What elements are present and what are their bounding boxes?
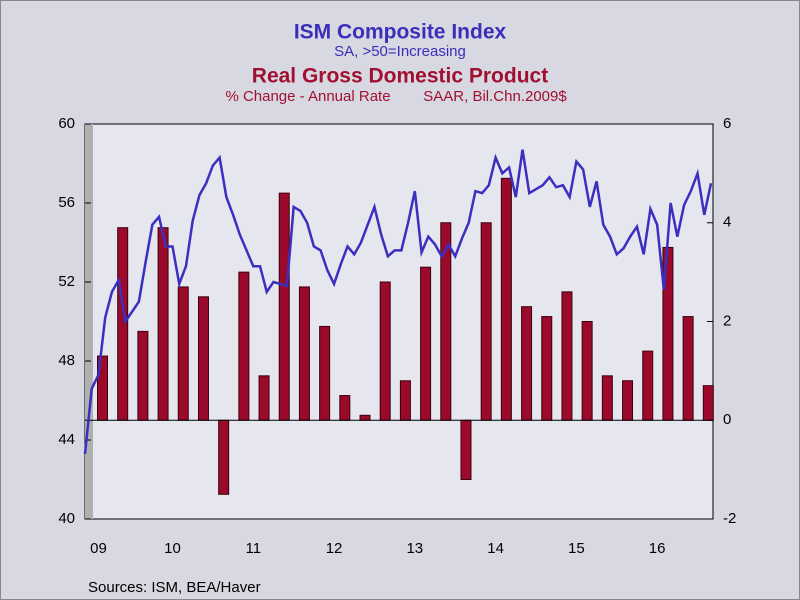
bar — [197, 296, 209, 421]
recession-band — [85, 124, 93, 519]
line — [83, 149, 713, 454]
bar — [177, 286, 189, 421]
bar — [339, 395, 351, 421]
plot-area — [84, 123, 714, 520]
source-note: Sources: ISM, BEA/Haver — [88, 579, 261, 596]
x-tick-label: 09 — [90, 540, 107, 557]
bar — [561, 291, 573, 421]
y-tick-label: 52 — [58, 273, 75, 290]
bar — [521, 306, 533, 421]
bar — [440, 222, 452, 421]
bar — [460, 419, 472, 480]
x-tick-label: 15 — [568, 540, 585, 557]
bar — [298, 286, 310, 421]
bar — [218, 419, 230, 495]
chart-subtitle-2a: % Change - Annual Rate — [225, 88, 390, 105]
bar — [359, 414, 371, 421]
bar — [258, 375, 270, 421]
y-tick-label: 40 — [58, 510, 75, 527]
bar — [581, 321, 593, 421]
chart-title: ISM Composite Index — [294, 21, 507, 44]
bar — [601, 375, 613, 421]
y2-tick-label: 2 — [723, 312, 731, 329]
y2-tick-label: -2 — [723, 510, 736, 527]
y2-tick-label: 4 — [723, 214, 731, 231]
y-tick-label: 44 — [58, 431, 75, 448]
bar — [278, 192, 290, 421]
x-tick-label: 13 — [406, 540, 423, 557]
bar — [541, 316, 553, 421]
x-tick-label: 10 — [164, 540, 181, 557]
y-tick-label: 48 — [58, 352, 75, 369]
bar — [702, 385, 714, 421]
x-tick-label: 14 — [487, 540, 504, 557]
x-tick-label: 11 — [245, 540, 261, 557]
bar — [642, 350, 654, 421]
bar — [682, 316, 694, 421]
chart-subtitle-2b: SAAR, Bil.Chn.2009$ — [423, 88, 567, 105]
bar — [117, 227, 129, 421]
bar — [420, 266, 432, 421]
bar — [379, 281, 391, 421]
bar — [399, 380, 411, 421]
y-tick-label: 60 — [58, 115, 75, 132]
x-tick-label: 16 — [649, 540, 666, 557]
bar — [238, 271, 250, 421]
bar — [500, 177, 512, 421]
chart-subtitle: SA, >50=Increasing — [334, 43, 466, 60]
y-tick-label: 56 — [58, 194, 75, 211]
x-tick-label: 12 — [326, 540, 343, 557]
y2-tick-label: 0 — [723, 411, 731, 428]
bar — [622, 380, 634, 421]
chart-title-2: Real Gross Domestic Product — [252, 65, 548, 88]
bar — [480, 222, 492, 421]
bar — [319, 325, 331, 421]
y2-tick-label: 6 — [723, 115, 731, 132]
bar — [157, 227, 169, 421]
bar — [137, 330, 149, 421]
